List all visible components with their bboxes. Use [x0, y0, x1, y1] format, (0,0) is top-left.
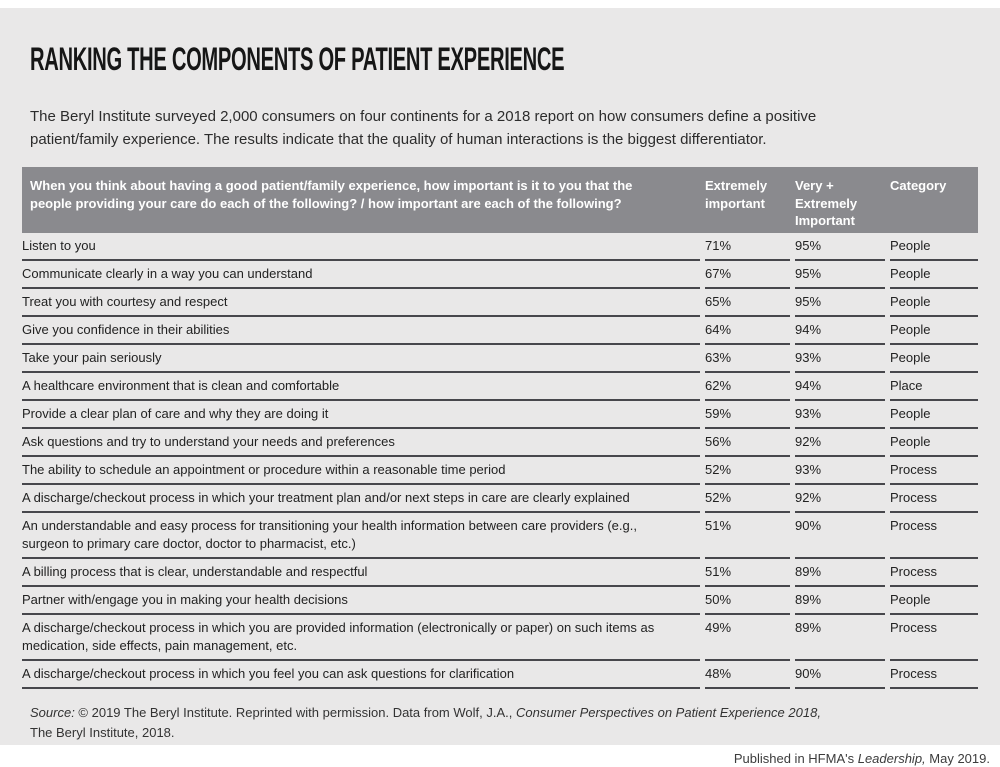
extremely-important-cell: 56%: [705, 429, 790, 457]
very-extremely-cell: 90%: [795, 661, 885, 689]
question-cell: Partner with/engage you in making your h…: [22, 587, 700, 615]
question-cell: Listen to you: [22, 233, 700, 261]
question-cell: Treat you with courtesy and respect: [22, 289, 700, 317]
extremely-important-cell: 63%: [705, 345, 790, 373]
question-cell: Give you confidence in their abilities: [22, 317, 700, 345]
extremely-important-cell: 62%: [705, 373, 790, 401]
category-cell: Place: [890, 373, 978, 401]
source-note: Source: © 2019 The Beryl Institute. Repr…: [30, 703, 978, 743]
very-extremely-cell: 92%: [795, 485, 885, 513]
table-row: Communicate clearly in a way you can und…: [22, 261, 978, 289]
category-cell: People: [890, 429, 978, 457]
extremely-important-cell: 71%: [705, 233, 790, 261]
question-cell: Communicate clearly in a way you can und…: [22, 261, 700, 289]
very-extremely-cell: 93%: [795, 345, 885, 373]
intro-line-2: patient/family experience. The results i…: [30, 131, 767, 148]
question-cell: Take your pain seriously: [22, 345, 700, 373]
source-label: Source:: [30, 705, 79, 720]
question-header-line-1: When you think about having a good patie…: [30, 178, 633, 193]
very-extremely-cell: 89%: [795, 615, 885, 661]
very-extremely-cell: 89%: [795, 559, 885, 587]
very-extremely-cell: 93%: [795, 401, 885, 429]
table-header-row: When you think about having a good patie…: [22, 167, 978, 233]
intro-text: The Beryl Institute surveyed 2,000 consu…: [30, 105, 978, 151]
very-extremely-cell: 94%: [795, 317, 885, 345]
very-extremely-cell: 92%: [795, 429, 885, 457]
table-row: Provide a clear plan of care and why the…: [22, 401, 978, 429]
table-row: A healthcare environment that is clean a…: [22, 373, 978, 401]
category-cell: People: [890, 261, 978, 289]
exhibit-card: RANKING THE COMPONENTS OF PATIENT EXPERI…: [0, 8, 1000, 745]
category-cell: Process: [890, 559, 978, 587]
question-cell: An understandable and easy process for t…: [22, 513, 700, 559]
question-cell: A healthcare environment that is clean a…: [22, 373, 700, 401]
extremely-important-column-header: Extremely important: [705, 178, 768, 211]
question-header-line-2: people providing your care do each of th…: [30, 195, 622, 211]
footer-post-text: May 2019.: [925, 751, 990, 766]
category-cell: People: [890, 401, 978, 429]
category-cell: People: [890, 345, 978, 373]
category-cell: Process: [890, 615, 978, 661]
category-cell: Process: [890, 661, 978, 689]
extremely-important-cell: 51%: [705, 559, 790, 587]
footer-pre-text: Published in HFMA's: [733, 751, 858, 766]
category-cell: People: [890, 317, 978, 345]
very-extremely-cell: 95%: [795, 261, 885, 289]
question-cell: A billing process that is clear, underst…: [22, 559, 700, 587]
extremely-important-cell: 50%: [705, 587, 790, 615]
table-row: The ability to schedule an appointment o…: [22, 457, 978, 485]
ranking-table: When you think about having a good patie…: [22, 167, 978, 689]
source-text: © 2019 The Beryl Institute. Reprinted wi…: [78, 705, 516, 720]
question-cell: A discharge/checkout process in which yo…: [22, 485, 700, 513]
question-column-header: When you think about having a good patie…: [22, 177, 700, 230]
source-work-title: Consumer Perspectives on Patient Experie…: [515, 705, 821, 720]
category-cell: People: [890, 289, 978, 317]
intro-line-1: The Beryl Institute surveyed 2,000 consu…: [30, 108, 817, 125]
table-row: An understandable and easy process for t…: [22, 513, 978, 559]
category-cell: Process: [890, 457, 978, 485]
extremely-important-cell: 51%: [705, 513, 790, 559]
question-cell: A discharge/checkout process in which yo…: [22, 661, 700, 689]
extremely-important-cell: 59%: [705, 401, 790, 429]
publication-footer: Published in HFMA's Leadership, May 2019…: [0, 745, 1000, 766]
table-row: Treat you with courtesy and respect 65% …: [22, 289, 978, 317]
table-row: Ask questions and try to understand your…: [22, 429, 978, 457]
table-row: Take your pain seriously 63% 93% People: [22, 345, 978, 373]
source-line-2: The Beryl Institute, 2018.: [30, 725, 175, 740]
question-cell: Ask questions and try to understand your…: [22, 429, 700, 457]
table-body: Listen to you 71% 95% People Communicate…: [22, 233, 978, 689]
extremely-important-cell: 52%: [705, 457, 790, 485]
category-cell: Process: [890, 485, 978, 513]
very-extremely-cell: 95%: [795, 233, 885, 261]
extremely-important-cell: 49%: [705, 615, 790, 661]
extremely-important-cell: 52%: [705, 485, 790, 513]
extremely-important-cell: 48%: [705, 661, 790, 689]
extremely-important-cell: 67%: [705, 261, 790, 289]
table-row: A discharge/checkout process in which yo…: [22, 661, 978, 689]
very-extremely-cell: 95%: [795, 289, 885, 317]
category-cell: People: [890, 587, 978, 615]
category-cell: Process: [890, 513, 978, 559]
table-row: A discharge/checkout process in which yo…: [22, 485, 978, 513]
table-row: A discharge/checkout process in which yo…: [22, 615, 978, 661]
very-extremely-cell: 90%: [795, 513, 885, 559]
table-row: Give you confidence in their abilities 6…: [22, 317, 978, 345]
footer-journal-name: Leadership,: [857, 751, 926, 766]
table-row: A billing process that is clear, underst…: [22, 559, 978, 587]
table-row: Partner with/engage you in making your h…: [22, 587, 978, 615]
category-column-header: Category: [890, 178, 947, 193]
category-cell: People: [890, 233, 978, 261]
extremely-important-cell: 65%: [705, 289, 790, 317]
very-extremely-column-header: Very + Extremely Important: [795, 178, 858, 228]
very-extremely-cell: 94%: [795, 373, 885, 401]
question-cell: A discharge/checkout process in which yo…: [22, 615, 700, 661]
question-cell: The ability to schedule an appointment o…: [22, 457, 700, 485]
very-extremely-cell: 89%: [795, 587, 885, 615]
very-extremely-cell: 93%: [795, 457, 885, 485]
extremely-important-cell: 64%: [705, 317, 790, 345]
question-cell: Provide a clear plan of care and why the…: [22, 401, 700, 429]
table-row: Listen to you 71% 95% People: [22, 233, 978, 261]
page-title: RANKING THE COMPONENTS OF PATIENT EXPERI…: [30, 41, 565, 77]
